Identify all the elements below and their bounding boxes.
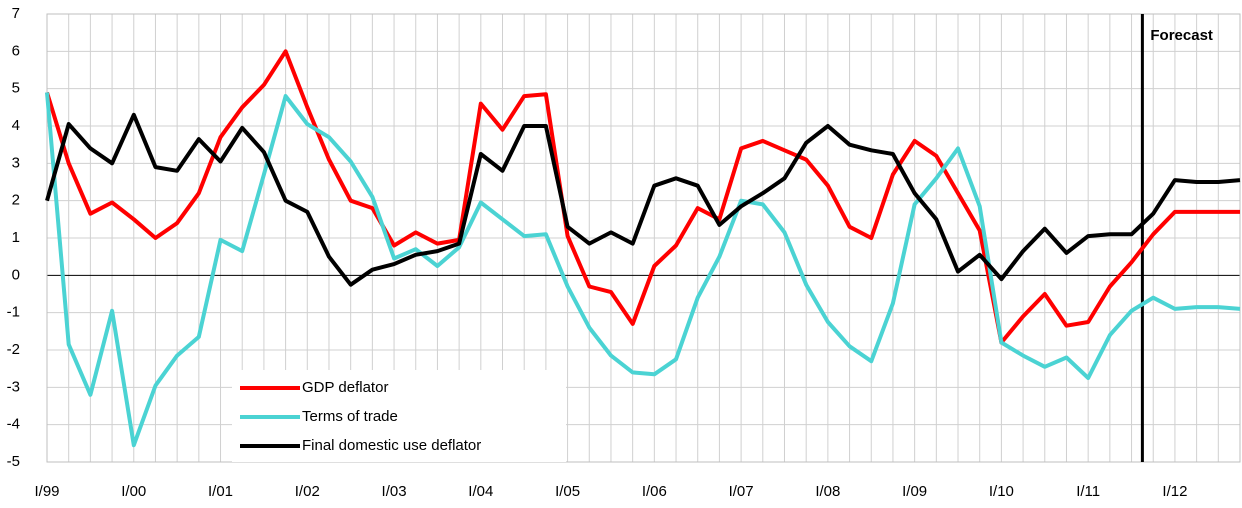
- x-tick-label: I/12: [1162, 483, 1187, 500]
- y-tick-label: -1: [7, 304, 20, 321]
- legend: GDP deflator Terms of trade Final domestic…: [232, 370, 566, 462]
- y-tick-label: -5: [7, 453, 20, 470]
- x-tick-label: I/10: [989, 483, 1014, 500]
- x-tick-label: I/00: [121, 483, 146, 500]
- x-tick-label: I/05: [555, 483, 580, 500]
- annotation-label: Forecast: [1150, 27, 1213, 44]
- x-tick-label: I/11: [1076, 483, 1100, 500]
- x-tick-label: I/99: [34, 483, 59, 500]
- y-tick-label: 0: [12, 266, 20, 283]
- y-tick-label: 3: [12, 154, 20, 171]
- y-tick-label: -4: [7, 416, 20, 433]
- x-tick-label: I/09: [902, 483, 927, 500]
- series-line: [45, 92, 1241, 448]
- y-tick-label: 4: [12, 117, 20, 134]
- y-tick-label: 2: [12, 192, 20, 209]
- x-tick-label: I/08: [815, 483, 840, 500]
- series-line: [45, 49, 1240, 345]
- x-tick-label: I/04: [468, 483, 493, 500]
- y-tick-label: 6: [12, 42, 20, 59]
- y-tick-label: 5: [12, 80, 20, 97]
- y-tick-label: 7: [12, 5, 20, 22]
- y-tick-label: -2: [7, 341, 20, 358]
- legend-label: Terms of trade: [302, 408, 398, 425]
- x-tick-label: I/07: [729, 483, 754, 500]
- legend-label: Final domestic use deflator: [302, 437, 481, 454]
- series-line: [45, 112, 1241, 287]
- plot-border: [46, 13, 1241, 463]
- y-tick-label: -3: [7, 378, 20, 395]
- x-tick-label: I/06: [642, 483, 667, 500]
- x-tick-label: I/03: [382, 483, 407, 500]
- x-tick-label: I/02: [295, 483, 320, 500]
- legend-label: GDP deflator: [302, 379, 388, 396]
- y-tick-label: 1: [12, 229, 20, 246]
- x-tick-label: I/01: [208, 483, 233, 500]
